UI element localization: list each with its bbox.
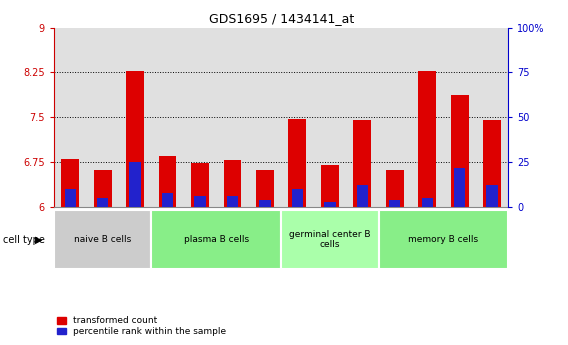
Bar: [281, 28, 314, 207]
Bar: [158, 156, 177, 207]
Bar: [281, 210, 378, 269]
Bar: [324, 201, 336, 207]
Bar: [292, 189, 303, 207]
Bar: [353, 120, 371, 207]
Text: germinal center B
cells: germinal center B cells: [289, 230, 370, 249]
Text: cell type: cell type: [3, 235, 45, 245]
Bar: [321, 165, 339, 207]
Bar: [483, 120, 501, 207]
Title: GDS1695 / 1434141_at: GDS1695 / 1434141_at: [208, 12, 354, 25]
Bar: [151, 210, 281, 269]
Bar: [454, 168, 465, 207]
Bar: [421, 198, 433, 207]
Text: memory B cells: memory B cells: [408, 235, 478, 244]
Bar: [94, 170, 111, 207]
Text: naive B cells: naive B cells: [74, 235, 131, 244]
Legend: transformed count, percentile rank within the sample: transformed count, percentile rank withi…: [56, 315, 227, 337]
Bar: [378, 210, 508, 269]
Bar: [314, 28, 346, 207]
Bar: [65, 189, 76, 207]
Bar: [418, 71, 436, 207]
Bar: [357, 186, 368, 207]
Bar: [119, 28, 151, 207]
Bar: [289, 119, 306, 207]
Bar: [259, 200, 270, 207]
Bar: [216, 28, 249, 207]
Bar: [411, 28, 444, 207]
Text: plasma B cells: plasma B cells: [183, 235, 249, 244]
Bar: [191, 163, 209, 207]
Bar: [476, 28, 508, 207]
Bar: [61, 159, 79, 207]
Bar: [97, 198, 108, 207]
Bar: [184, 28, 216, 207]
Bar: [194, 196, 206, 207]
Bar: [54, 28, 86, 207]
Bar: [389, 200, 400, 207]
Bar: [451, 95, 469, 207]
Bar: [126, 71, 144, 207]
Bar: [249, 28, 281, 207]
Bar: [86, 28, 119, 207]
Bar: [151, 28, 184, 207]
Bar: [54, 210, 151, 269]
Bar: [486, 186, 498, 207]
Text: ▶: ▶: [35, 235, 43, 245]
Bar: [346, 28, 378, 207]
Bar: [162, 193, 173, 207]
Bar: [224, 160, 241, 207]
Bar: [378, 28, 411, 207]
Bar: [444, 28, 476, 207]
Bar: [227, 196, 238, 207]
Bar: [130, 162, 141, 207]
Bar: [256, 170, 274, 207]
Bar: [386, 170, 404, 207]
